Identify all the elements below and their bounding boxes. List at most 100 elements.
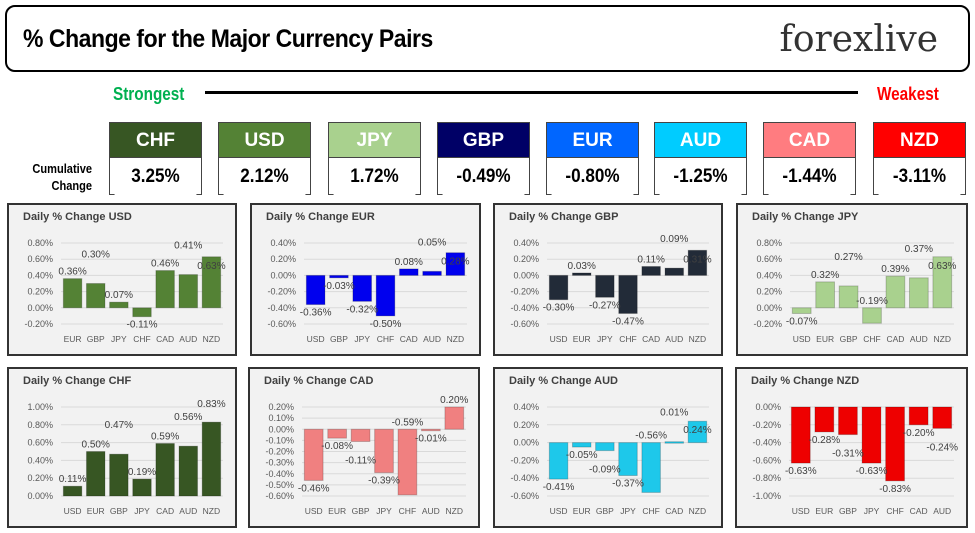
bar-cad	[641, 265, 661, 276]
chart-title: Daily % Change JPY	[752, 211, 859, 223]
x-tick-label: AUD	[179, 334, 197, 344]
y-tick-label: 0.00%	[755, 402, 781, 412]
x-tick-label: NZD	[203, 334, 220, 344]
strongest-label: Strongest	[113, 84, 185, 104]
bar-nzd	[687, 420, 708, 444]
x-tick-label: CHF	[886, 506, 903, 516]
rank-box-cad: CAD -1.44%	[763, 122, 856, 195]
chart-gbp: Daily % Change GBP -0.60% -0.40% -0.20% 0.00…	[493, 203, 723, 356]
bar-chf	[397, 428, 418, 496]
bar-usd	[548, 274, 569, 301]
y-tick-label: -0.10%	[265, 435, 294, 445]
y-tick-label: -0.60%	[265, 491, 294, 501]
data-label: 0.32%	[811, 270, 839, 281]
y-tick-label: 0.80%	[756, 238, 782, 248]
data-label: -0.37%	[612, 479, 644, 490]
x-tick-label: GBP	[839, 506, 857, 516]
data-label: 0.11%	[59, 474, 87, 485]
bar-cad	[155, 442, 175, 497]
bar-gbp	[838, 285, 859, 309]
bar-chf	[132, 307, 152, 318]
rank-box-chf: CHF 3.25%	[109, 122, 202, 195]
x-tick-label: JPY	[620, 506, 636, 516]
x-tick-label: NZD	[934, 334, 951, 344]
chart-svg: -1.00% -0.80% -0.60% -0.40% -0.20% 0.00% USD EU…	[752, 402, 958, 516]
y-tick-label: -0.30%	[265, 458, 294, 468]
chart-cad: Daily % Change CAD -0.60% -0.50% -0.40% -0.3…	[248, 367, 480, 528]
x-tick-label: EUR	[815, 506, 833, 516]
data-label: -0.05%	[566, 450, 598, 461]
currency-name: GBP	[438, 123, 529, 158]
y-tick-label: -0.40%	[265, 469, 294, 479]
x-tick-label: CAD	[400, 334, 418, 344]
y-tick-label: -0.40%	[510, 303, 539, 313]
x-tick-label: USD	[64, 506, 82, 516]
x-tick-label: EUR	[573, 334, 591, 344]
data-label: -0.50%	[370, 319, 402, 330]
y-tick-label: -0.20%	[753, 319, 782, 329]
data-label: 0.09%	[660, 234, 688, 245]
y-tick-label: -0.40%	[752, 438, 781, 448]
bar-aud	[178, 274, 199, 309]
y-tick-label: 0.20%	[27, 287, 53, 297]
y-tick-label: 0.40%	[27, 455, 53, 465]
bar-eur	[814, 406, 835, 433]
data-label: 0.03%	[568, 261, 596, 272]
bar-cad	[398, 268, 419, 276]
currency-name: CAD	[764, 123, 855, 158]
y-tick-label: -0.20%	[510, 455, 539, 465]
rank-box-gbp: GBP -0.49%	[437, 122, 530, 195]
x-tick-label: GBP	[596, 506, 614, 516]
x-tick-label: NZD	[203, 506, 220, 516]
bar-chf	[641, 442, 661, 493]
x-tick-label: CAD	[665, 506, 683, 516]
chart-title: Daily % Change CAD	[264, 375, 374, 387]
data-label: -0.47%	[612, 316, 644, 327]
cumulative-label-line1: Cumulative	[32, 161, 92, 176]
data-label: 0.08%	[395, 257, 423, 268]
rank-box-jpy: JPY 1.72%	[328, 122, 421, 195]
x-tick-label: GBP	[87, 334, 105, 344]
data-label: -0.11%	[345, 455, 376, 466]
data-label: -0.09%	[589, 465, 621, 476]
chart-svg: -0.60% -0.40% -0.20% 0.00% 0.20% 0.40% USD EUR G…	[510, 402, 711, 516]
data-label: -0.27%	[589, 300, 621, 311]
cumulative-value: 2.12%	[223, 158, 306, 195]
bar-gbp	[838, 406, 858, 436]
data-label: -0.36%	[300, 308, 332, 319]
x-tick-label: EUR	[87, 506, 105, 516]
data-label: 0.28%	[441, 257, 469, 268]
y-tick-label: 0.80%	[27, 420, 53, 430]
x-tick-label: USD	[792, 506, 810, 516]
cumulative-value: -0.80%	[551, 158, 634, 195]
data-label: 0.41%	[174, 241, 202, 252]
y-tick-label: 0.00%	[756, 303, 782, 313]
x-tick-label: CAD	[886, 334, 904, 344]
bar-jpy	[618, 442, 638, 477]
bar-aud	[422, 270, 442, 276]
data-label: 0.01%	[660, 408, 688, 419]
y-tick-label: 0.40%	[513, 402, 539, 412]
y-tick-label: 0.20%	[513, 420, 539, 430]
data-label: -0.07%	[786, 316, 818, 327]
data-label: 0.11%	[637, 254, 665, 265]
bar-usd	[62, 485, 83, 497]
data-label: 0.07%	[105, 290, 133, 301]
y-tick-label: 0.00%	[27, 491, 53, 501]
data-label: 0.63%	[197, 261, 225, 272]
chart-aud: Daily % Change AUD -0.60% -0.40% -0.20% 0.00…	[493, 367, 723, 528]
bar-chf	[862, 307, 882, 324]
chart-svg: -0.20% 0.00% 0.20% 0.40% 0.60% 0.80% EUR GBP JPY…	[24, 238, 225, 344]
x-tick-label: JPY	[597, 334, 613, 344]
cumulative-change-label: Cumulative Change	[26, 160, 92, 194]
y-tick-label: 0.40%	[513, 238, 539, 248]
x-tick-label: GBP	[840, 334, 858, 344]
x-tick-label: EUR	[816, 334, 834, 344]
y-tick-label: 0.20%	[27, 473, 53, 483]
bar-aud	[932, 406, 953, 429]
bar-nzd	[445, 252, 466, 276]
data-label: -0.56%	[635, 431, 667, 442]
bar-jpy	[861, 406, 882, 464]
y-tick-label: 0.00%	[27, 303, 53, 313]
bar-eur	[85, 451, 106, 497]
